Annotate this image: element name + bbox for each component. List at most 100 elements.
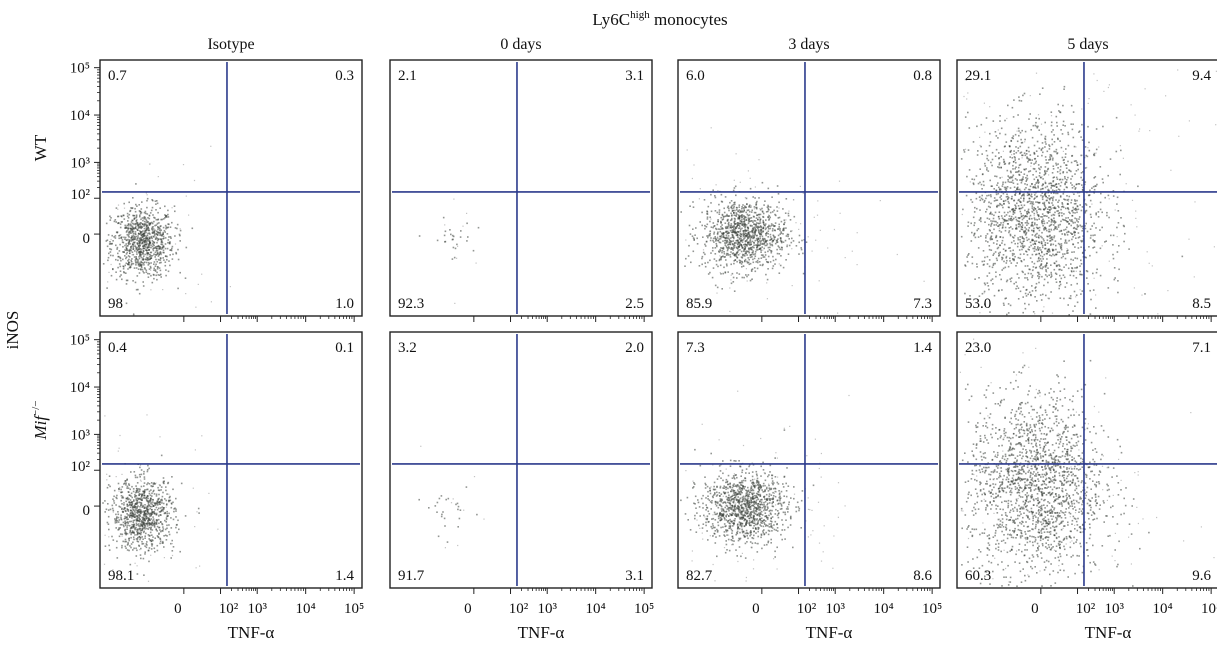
event-point	[718, 251, 721, 253]
event-point	[1036, 227, 1039, 230]
event-point	[732, 240, 735, 242]
event-point	[152, 490, 154, 493]
event-point	[1014, 204, 1016, 206]
event-point	[135, 220, 138, 222]
event-point	[1008, 247, 1010, 249]
event-point	[127, 242, 130, 245]
event-point	[130, 227, 132, 230]
event-point	[1109, 158, 1112, 160]
event-point	[1102, 181, 1104, 184]
event-point	[145, 271, 148, 273]
event-point	[1015, 146, 1017, 148]
event-point	[755, 226, 757, 228]
event-point	[147, 502, 150, 504]
event-point	[149, 251, 152, 254]
event-point	[1023, 173, 1026, 175]
event-point	[142, 245, 145, 248]
event-point	[143, 518, 145, 520]
event-point	[739, 260, 742, 262]
event-point	[164, 534, 167, 537]
event-point	[160, 225, 162, 227]
event-point	[1020, 215, 1023, 218]
event-point	[139, 264, 142, 267]
event-point	[138, 510, 140, 513]
event-point	[742, 239, 744, 241]
event-point	[143, 473, 145, 475]
event-point	[774, 222, 777, 224]
event-point	[1020, 245, 1022, 248]
event-point	[1050, 223, 1053, 226]
event-point	[179, 228, 181, 230]
event-point	[1009, 278, 1011, 280]
event-point	[1021, 154, 1023, 157]
event-point	[977, 236, 980, 238]
event-point	[1045, 206, 1047, 209]
event-point	[997, 129, 999, 131]
event-point	[154, 265, 157, 267]
event-point	[995, 148, 998, 151]
event-point	[1019, 230, 1021, 232]
event-point	[1040, 249, 1042, 251]
event-point	[1002, 248, 1005, 250]
event-point	[763, 247, 765, 250]
event-point	[723, 251, 725, 253]
event-point	[1064, 177, 1066, 180]
event-point	[997, 192, 1000, 195]
event-point	[151, 242, 154, 245]
event-point	[171, 476, 173, 478]
event-point	[786, 244, 789, 246]
event-point	[151, 511, 153, 513]
event-point	[779, 229, 781, 232]
event-point	[1048, 220, 1050, 222]
event-point	[1047, 211, 1050, 214]
event-point	[1018, 249, 1021, 251]
event-point	[148, 258, 150, 261]
event-point	[1018, 220, 1021, 223]
event-point	[146, 257, 149, 260]
event-point	[765, 258, 767, 261]
event-point	[1060, 230, 1062, 232]
event-point	[1038, 229, 1041, 232]
event-point	[1059, 172, 1062, 175]
event-point	[156, 278, 158, 281]
event-point	[142, 510, 145, 512]
event-point	[736, 272, 738, 274]
event-point	[988, 245, 991, 247]
event-point	[746, 260, 748, 263]
event-point	[1016, 228, 1018, 230]
event-point	[750, 220, 752, 222]
event-point	[1015, 218, 1018, 221]
event-point	[147, 521, 149, 524]
event-point	[138, 518, 141, 520]
event-point	[143, 492, 146, 494]
event-point	[1001, 257, 1004, 259]
event-point	[987, 205, 990, 208]
event-point	[707, 261, 709, 264]
event-point	[1000, 278, 1002, 281]
event-point	[725, 215, 728, 217]
event-point	[1077, 183, 1080, 185]
event-point	[769, 225, 771, 228]
event-point	[162, 249, 165, 252]
event-point	[124, 236, 127, 239]
event-point	[757, 218, 759, 221]
event-point	[989, 194, 992, 196]
event-point	[738, 222, 740, 225]
event-point	[119, 257, 122, 260]
event-point	[163, 480, 165, 483]
event-point	[762, 216, 765, 218]
event-point	[179, 229, 182, 232]
event-point	[148, 262, 151, 265]
event-point	[143, 574, 145, 576]
event-point	[472, 249, 475, 252]
event-point	[450, 233, 452, 236]
event-point	[1077, 225, 1080, 227]
event-point	[716, 211, 719, 214]
event-point	[1080, 172, 1083, 174]
event-point	[1076, 257, 1079, 260]
quadrant-LL: 98	[108, 296, 123, 312]
event-point	[1062, 124, 1064, 126]
event-point	[1040, 167, 1042, 169]
event-point	[741, 227, 743, 230]
event-point	[760, 239, 763, 242]
